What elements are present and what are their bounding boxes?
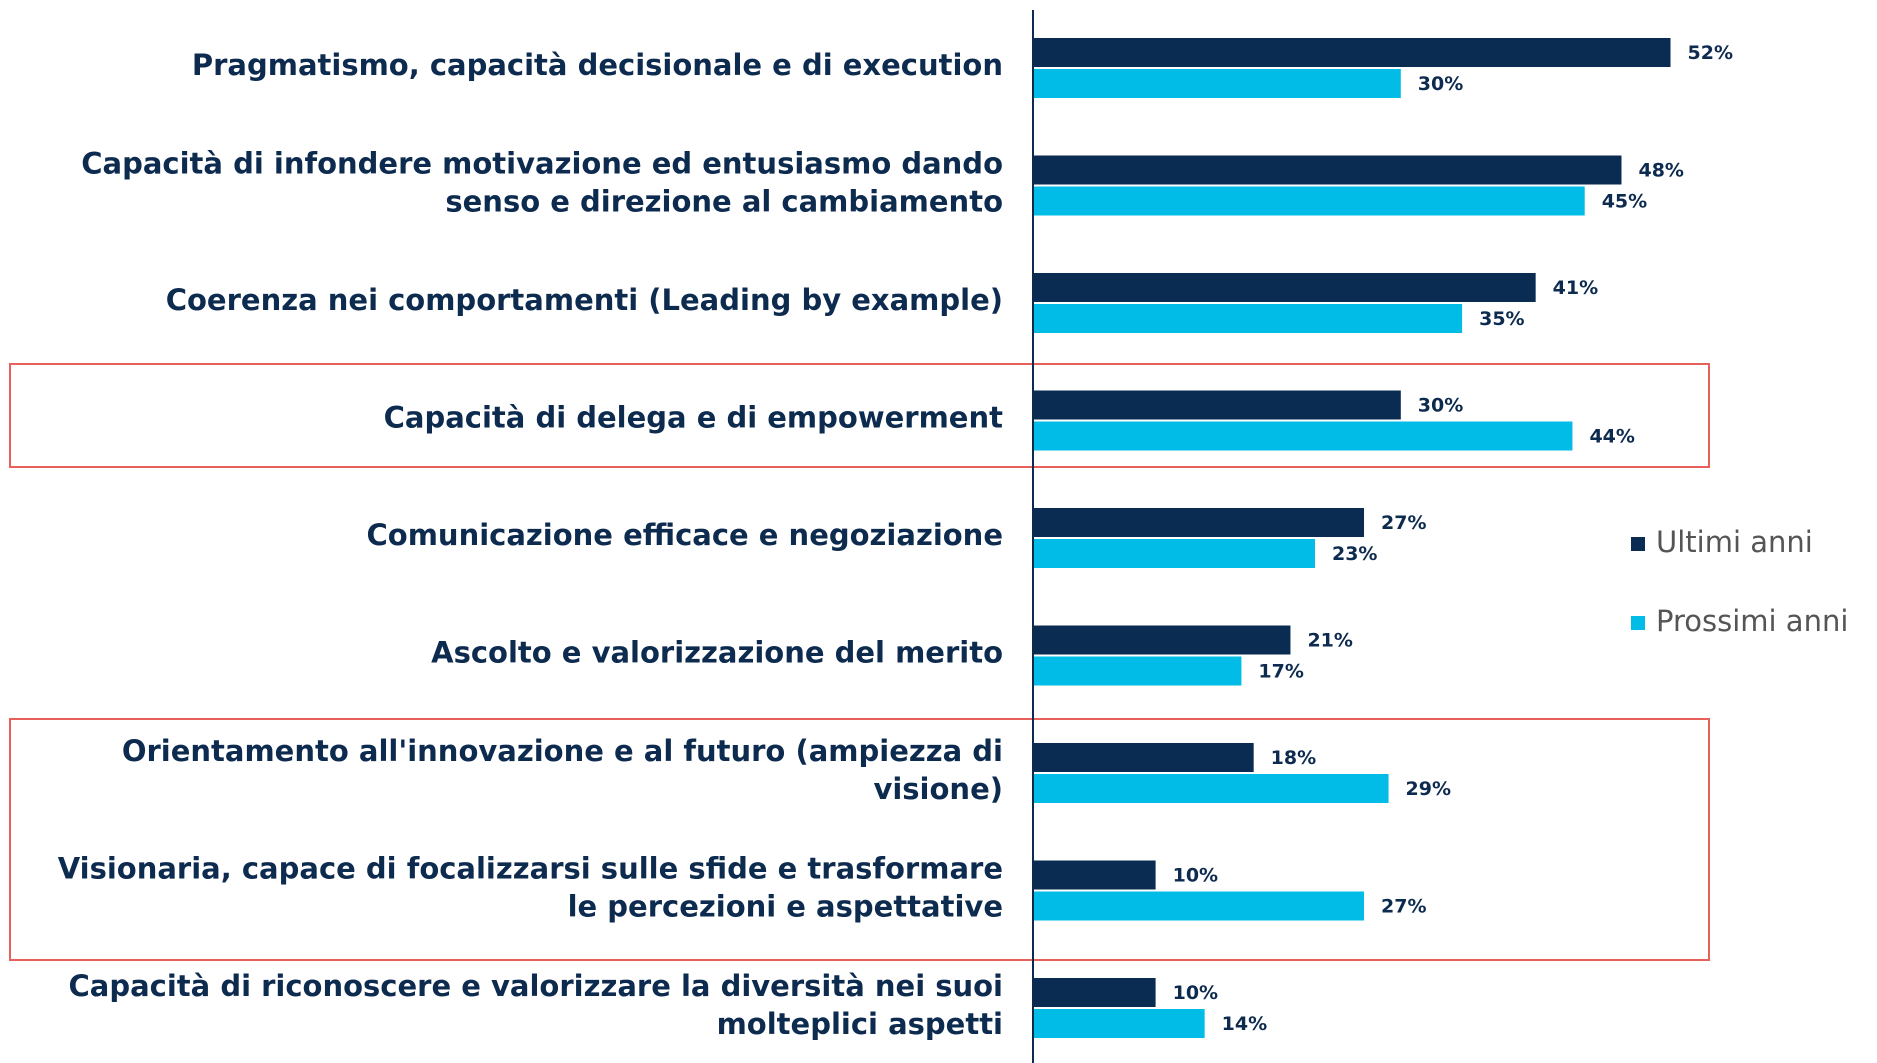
value-label: 27% [1381,896,1426,918]
legend-swatch [1631,537,1645,551]
value-label: 35% [1479,308,1524,330]
value-label: 23% [1332,543,1377,565]
bar [1033,743,1254,772]
bar [1033,891,1365,921]
category-label: Ascolto e valorizzazione del merito [431,636,1003,670]
value-label: 14% [1222,1013,1267,1035]
bar [1033,38,1671,67]
value-label: 41% [1553,277,1598,299]
value-label: 52% [1688,42,1733,64]
highlight-box [9,363,1710,468]
category-label: Capacità di infondere motivazione ed ent… [81,147,1003,181]
value-label: 10% [1173,982,1218,1004]
category-label: visione) [873,772,1003,806]
bar [1033,186,1585,216]
value-label: 30% [1418,73,1463,95]
category-label: Orientamento all'innovazione e al futuro… [122,734,1003,768]
value-label: 45% [1602,191,1647,213]
legend-swatch [1631,616,1645,630]
value-label: 17% [1258,661,1303,683]
bar [1033,273,1536,302]
highlight-box [9,718,1710,961]
category-label: Capacità di riconoscere e valorizzare la… [68,969,1003,1003]
value-label: 44% [1589,426,1634,448]
category-label: Visionaria, capace di focalizzarsi sulle… [58,852,1003,886]
bar [1033,508,1365,537]
category-label: Pragmatismo, capacità decisionale e di e… [192,48,1003,82]
bar [1033,656,1242,686]
bar [1033,539,1315,568]
value-label: 30% [1418,395,1463,417]
bar [1033,390,1401,420]
value-label: 10% [1173,865,1218,887]
bar [1033,978,1156,1007]
category-label: molteplici aspetti [717,1007,1003,1041]
bar [1033,155,1622,185]
category-label: senso e direzione al cambiamento [445,185,1003,219]
value-label: 29% [1406,778,1451,800]
category-label: le percezioni e aspettative [568,890,1003,924]
category-label: Comunicazione efficace e negoziazione [367,518,1004,552]
value-label: 21% [1307,630,1352,652]
bar [1033,860,1156,890]
value-label: 18% [1271,747,1316,769]
category-label: Coerenza nei comportamenti (Leading by e… [166,283,1003,317]
bar [1033,774,1389,803]
legend-label: Ultimi anni [1656,525,1813,559]
value-label: 48% [1638,160,1683,182]
bar [1033,69,1401,98]
bar [1033,304,1463,333]
category-label: Capacità di delega e di empowerment [384,401,1004,435]
bar [1033,625,1291,655]
bar [1033,421,1573,451]
bar [1033,1009,1205,1038]
legend-label: Prossimi anni [1656,604,1848,638]
value-label: 27% [1381,512,1426,534]
